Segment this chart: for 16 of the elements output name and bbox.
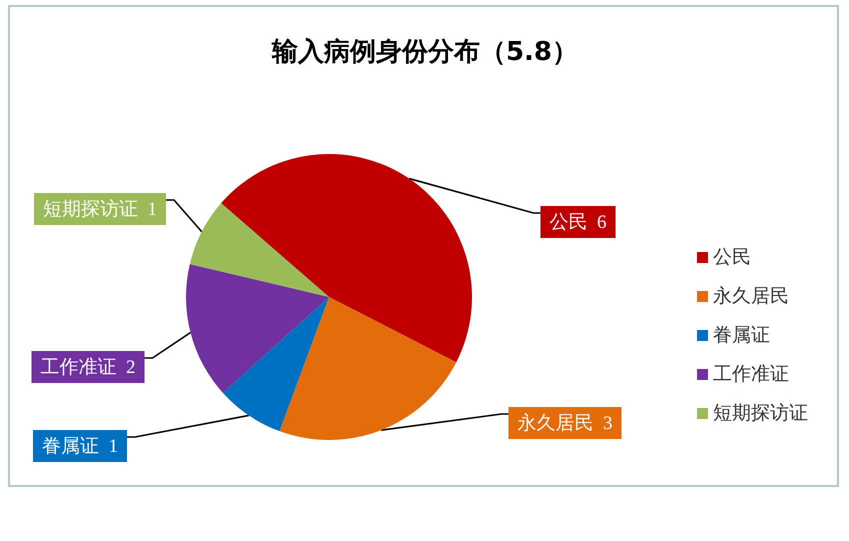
legend-label: 工作准证 bbox=[713, 364, 789, 385]
slice-label: 眷属证 bbox=[42, 436, 99, 457]
legend-label: 眷属证 bbox=[713, 325, 770, 346]
legend-label: 永久居民 bbox=[713, 285, 789, 307]
data-label: 1 bbox=[108, 436, 118, 457]
legend-label: 公民 bbox=[713, 247, 751, 268]
data-label: 1 bbox=[148, 199, 157, 220]
data-label: 6 bbox=[597, 212, 606, 233]
slice-label: 短期探访证 bbox=[43, 198, 138, 220]
slice-label: 公民 bbox=[550, 212, 588, 233]
slice-label: 永久居民 bbox=[518, 412, 594, 434]
slice-label: 工作准证 bbox=[40, 357, 116, 378]
data-label: 2 bbox=[126, 357, 136, 378]
data-label: 3 bbox=[603, 413, 612, 434]
chart-title: 输入病例身份分布（5.8） bbox=[270, 37, 578, 67]
legend-label: 短期探访证 bbox=[713, 402, 808, 424]
